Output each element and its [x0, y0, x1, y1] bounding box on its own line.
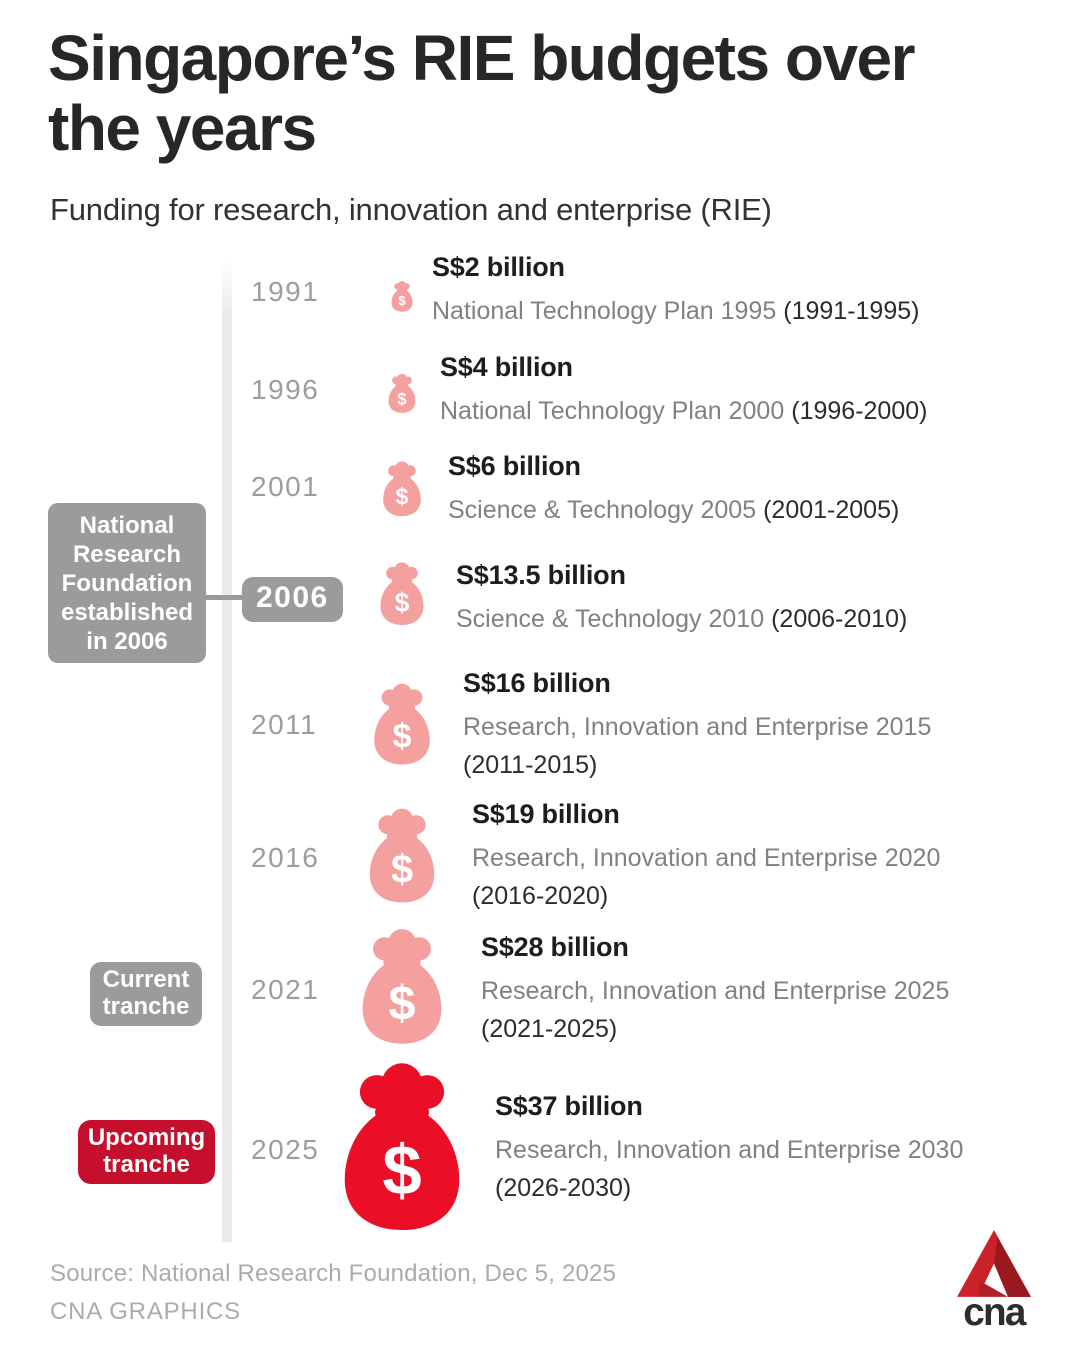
money-bag-icon: $ [366, 806, 438, 906]
money-bag-icon: $ [374, 683, 430, 765]
plan-period: (2006-2010) [771, 605, 908, 633]
budget-amount: S$4 billion [440, 352, 573, 382]
upcoming-tranche-badge: Upcoming tranche [78, 1120, 215, 1184]
dollar-glyph: $ [396, 483, 409, 509]
money-bag-icon: $ [381, 461, 423, 517]
current-tranche-line1: Current [102, 966, 190, 993]
cna-logo-text: cna [963, 1291, 1027, 1327]
budget-amount: S$28 billion [481, 932, 629, 962]
plan-description: Research, Innovation and Enterprise 2030… [495, 1131, 963, 1207]
plan-name: Research, Innovation and Enterprise 2025 [481, 977, 950, 1005]
money-bag-icon: $ [371, 681, 433, 768]
year-label: 2025 [251, 1134, 320, 1165]
money-bag-icon: $ [388, 373, 416, 413]
current-tranche-line2: tranche [102, 993, 190, 1020]
source-line: Source: National Research Foundation, De… [50, 1260, 617, 1287]
plan-description: Science & Technology 2010 (2006-2010) [456, 600, 907, 638]
page-subtitle: Funding for research, innovation and ent… [50, 192, 772, 227]
dollar-glyph: $ [392, 717, 411, 755]
money-bag-icon: $ [391, 281, 413, 312]
plan-period: (1991-1995) [783, 297, 920, 325]
cna-logo: cna [950, 1228, 1038, 1334]
dollar-glyph: $ [397, 390, 406, 409]
year-label: 2001 [251, 471, 320, 502]
upcoming-tranche-line1: Upcoming [87, 1124, 206, 1151]
plan-description: National Technology Plan 2000 (1996-2000) [440, 392, 927, 430]
plan-description: Research, Innovation and Enterprise 2020… [472, 839, 940, 915]
plan-description: Research, Innovation and Enterprise 2015… [463, 708, 931, 784]
credit-line: CNA GRAPHICS [50, 1298, 241, 1325]
budget-amount: S$19 billion [472, 799, 620, 829]
plan-period: (1996-2000) [791, 397, 928, 425]
money-bag-icon: $ [383, 461, 421, 517]
plan-name: Research, Innovation and Enterprise 2030 [495, 1136, 964, 1164]
timeline-axis [222, 260, 232, 1242]
callout-connector-line [203, 595, 247, 600]
plan-name: National Technology Plan 2000 [440, 397, 785, 425]
page-title: Singapore’s RIE budgets over the years [48, 22, 916, 164]
money-bag-icon: $ [387, 373, 417, 414]
budget-amount: S$13.5 billion [456, 560, 626, 590]
plan-name: Science & Technology 2010 [456, 605, 765, 633]
dollar-glyph: $ [395, 588, 410, 618]
year-label: 2011 [251, 709, 318, 740]
dollar-glyph: $ [388, 976, 415, 1030]
money-bag-icon: $ [369, 808, 435, 903]
budget-amount: S$16 billion [463, 668, 611, 698]
upcoming-tranche-line2: tranche [103, 1151, 190, 1178]
dollar-glyph: $ [382, 1131, 421, 1210]
plan-name: Science & Technology 2005 [448, 496, 757, 524]
budget-amount: S$37 billion [495, 1091, 643, 1121]
money-bag-icon: $ [390, 281, 414, 312]
budget-amount: S$2 billion [432, 252, 565, 282]
plan-period: (2026-2030) [495, 1174, 632, 1202]
money-bag-icon: $ [380, 562, 424, 625]
year-label: 2021 [251, 974, 320, 1005]
plan-period: (2021-2025) [481, 1015, 618, 1043]
plan-name: Research, Innovation and Enterprise 2015 [463, 713, 932, 741]
year-badge-2006: 2006 [242, 577, 343, 622]
callout-nrf-text: National Research Foundation established… [60, 511, 194, 655]
plan-description: National Technology Plan 1995 (1991-1995) [432, 292, 919, 330]
plan-description: Research, Innovation and Enterprise 2025… [481, 972, 949, 1048]
current-tranche-badge: Current tranche [90, 962, 202, 1026]
dollar-glyph: $ [398, 293, 406, 308]
budget-amount: S$6 billion [448, 451, 581, 481]
plan-name: Research, Innovation and Enterprise 2020 [472, 844, 941, 872]
money-bag-icon: $ [344, 1063, 460, 1231]
money-bag-icon: $ [358, 927, 446, 1047]
cna-logo-mark: cna [957, 1229, 1031, 1334]
money-bag-icon: $ [362, 929, 442, 1044]
plan-description: Science & Technology 2005 (2001-2005) [448, 491, 899, 529]
plan-name: National Technology Plan 1995 [432, 297, 777, 325]
money-bag-icon: $ [378, 559, 426, 629]
plan-period: (2011-2015) [463, 751, 598, 779]
year-label: 2016 [251, 842, 320, 873]
year-label: 1991 [251, 276, 320, 307]
dollar-glyph: $ [391, 848, 413, 892]
plan-period: (2016-2020) [472, 882, 609, 910]
year-label: 1996 [251, 374, 320, 405]
plan-period: (2001-2005) [763, 496, 900, 524]
money-bag-icon: $ [338, 1061, 466, 1234]
callout-nrf: National Research Foundation established… [48, 503, 206, 663]
